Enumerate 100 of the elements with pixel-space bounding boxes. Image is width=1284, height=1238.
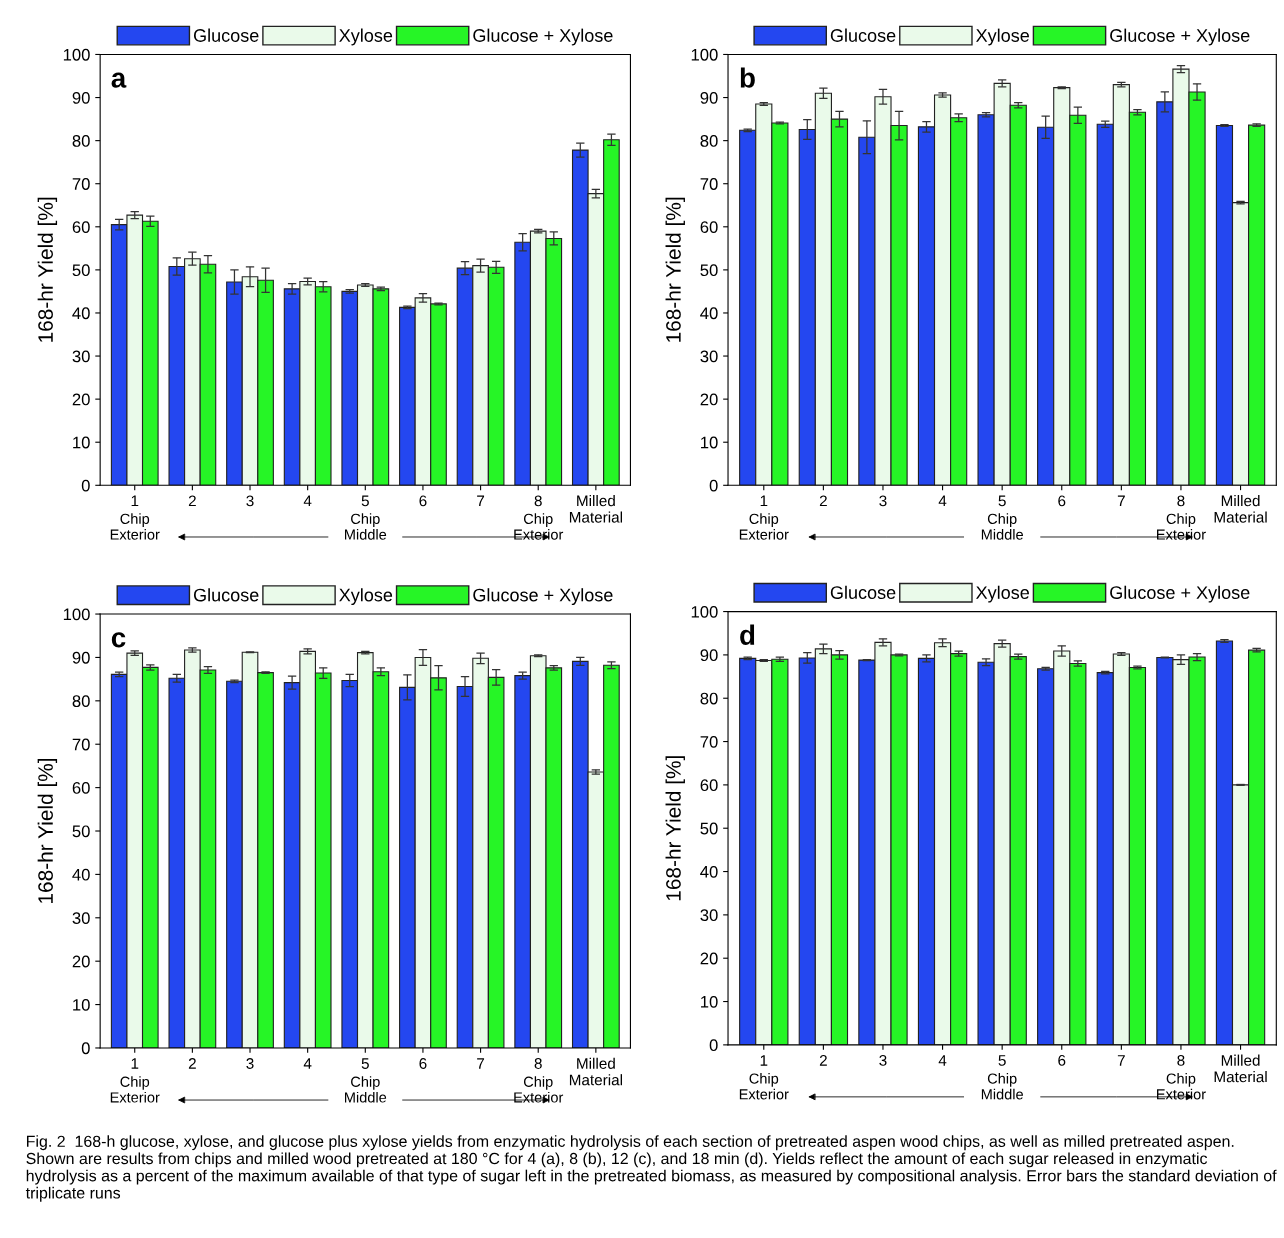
- y-tick-label: 40: [700, 307, 718, 320]
- y-tick-label: 20: [700, 952, 718, 965]
- x-tick-label: 7: [477, 1058, 485, 1069]
- legend-label: Glucose + Xylose: [1110, 28, 1250, 46]
- caption: Fig. 2 168-h glucose, xylose, and glucose plus xylose yields from enzymatic hydrolysis of each section of pretreated aspen wood chips, as well as milled pretreated aspen. Shown are results from chips and milled wood pretreated at 180 °C for 4 (a), 8 (b), 12 (c), and 18 min (d). Yields reflect the amount of each sugar released in enzymatic hydrolysis as a percent of the maximum available of that type of sugar left in the pretreated biomass, as measured by compositional analysis. Error bars the standard deviation of triplicate runs: [25, 1135, 1277, 1202]
- x-tick-label: 4: [938, 1055, 947, 1066]
- legend-label: Glucose + Xylose: [473, 588, 613, 606]
- text: Chip Exterior: [514, 513, 564, 540]
- y-tick-label: 40: [72, 307, 90, 320]
- x-tick-label: 3: [879, 495, 887, 507]
- x-tick-label: 8: [1177, 495, 1185, 507]
- x-tick-label: Milled Material: [1214, 495, 1267, 523]
- chart-title: a: [111, 72, 127, 88]
- x-tick-label: 8: [534, 1058, 542, 1069]
- text: Chip Exterior: [739, 1073, 789, 1100]
- x-tick-label: 2: [188, 1058, 196, 1069]
- y-tick-label: 60: [72, 782, 90, 794]
- x-tick-label: 1: [131, 495, 139, 507]
- x-tick-label: 2: [819, 495, 827, 507]
- legend-label: Glucose: [830, 28, 896, 42]
- y-tick-label: 30: [700, 350, 718, 363]
- text: Chip Exterior: [1157, 1073, 1206, 1100]
- text: Chip Middle: [345, 513, 387, 540]
- x-tick-label: 5: [361, 1058, 369, 1069]
- y-tick-label: 80: [700, 692, 718, 705]
- x-tick-label: 6: [1058, 495, 1066, 507]
- x-tick-label: 4: [303, 495, 312, 507]
- y-tick-label: 50: [72, 264, 90, 277]
- y-tick-label: 70: [700, 178, 718, 190]
- text: Chip Exterior: [514, 1076, 564, 1103]
- y-tick-label: 20: [72, 393, 90, 406]
- x-tick-label: Milled Material: [569, 1057, 623, 1086]
- legend-label: Glucose + Xylose: [1110, 585, 1250, 603]
- x-tick-label: 4: [938, 495, 947, 507]
- y-tick-label: 60: [700, 221, 718, 233]
- x-tick-label: 3: [246, 1058, 254, 1069]
- y-tick-label: 10: [701, 436, 718, 449]
- x-tick-label: 6: [1058, 1055, 1066, 1066]
- text: Chip Middle: [981, 513, 1023, 540]
- text: Chip Exterior: [110, 1076, 160, 1103]
- legend-label: Glucose + Xylose: [473, 28, 613, 46]
- x-tick-label: 2: [188, 495, 196, 507]
- y-tick-label: 60: [700, 779, 718, 792]
- y-tick-label: 40: [72, 868, 90, 881]
- y-tick-label: 50: [700, 822, 718, 835]
- x-tick-label: 5: [361, 495, 369, 507]
- text: Chip Middle: [981, 1073, 1023, 1100]
- y-tick-label: 90: [700, 649, 718, 662]
- x-tick-label: 7: [477, 495, 485, 507]
- y-tick-label: 20: [700, 393, 718, 406]
- y-tick-label: 40: [700, 865, 718, 878]
- y-tick-label: 0: [81, 1042, 90, 1055]
- y-tick-label: 20: [72, 955, 90, 968]
- y-tick-label: 70: [700, 735, 718, 748]
- y-tick-label: 0: [709, 479, 718, 492]
- legend-label: Xylose: [976, 28, 1029, 46]
- x-tick-label: 1: [760, 1055, 768, 1066]
- y-tick-label: 10: [73, 998, 90, 1011]
- y-tick-label: 90: [72, 91, 90, 104]
- legend-label: Glucose: [830, 585, 896, 599]
- text: Chip Exterior: [739, 513, 789, 540]
- y-axis-title: 168-hr Yield [%]: [37, 758, 58, 903]
- y-tick-label: 80: [72, 695, 90, 708]
- y-axis-title: 168-hr Yield [%]: [665, 756, 685, 901]
- x-tick-label: 5: [998, 1055, 1006, 1066]
- y-axis-title: 168-hr Yield [%]: [37, 197, 58, 342]
- x-tick-label: 2: [819, 1055, 827, 1066]
- y-tick-label: 90: [700, 91, 718, 104]
- x-tick-label: 6: [419, 1058, 427, 1069]
- legend-label: Xylose: [339, 588, 393, 606]
- x-tick-label: 3: [246, 495, 254, 507]
- chart-title: d: [740, 624, 755, 645]
- x-tick-label: 5: [998, 495, 1006, 507]
- y-tick-label: 100: [63, 48, 90, 61]
- y-tick-label: 30: [700, 909, 718, 922]
- x-tick-label: 3: [879, 1055, 887, 1066]
- x-tick-label: Milled Material: [569, 495, 623, 523]
- y-tick-label: 70: [72, 738, 90, 751]
- legend-label: Glucose: [193, 588, 259, 602]
- text: Chip Exterior: [110, 513, 160, 540]
- y-tick-label: 10: [73, 436, 90, 449]
- x-tick-label: Milled Material: [1214, 1054, 1267, 1083]
- x-tick-label: 4: [303, 1058, 312, 1069]
- chart-title: b: [740, 67, 755, 88]
- y-tick-label: 10: [701, 995, 718, 1008]
- x-tick-label: 1: [760, 495, 768, 507]
- y-tick-label: 0: [81, 479, 90, 492]
- y-tick-label: 50: [72, 825, 90, 838]
- y-tick-label: 100: [63, 608, 90, 621]
- y-tick-label: 70: [72, 178, 90, 190]
- y-tick-label: 30: [72, 350, 90, 363]
- x-tick-label: 8: [534, 495, 542, 507]
- legend-label: Xylose: [339, 28, 393, 46]
- chart-title: c: [111, 632, 126, 648]
- y-tick-label: 30: [72, 912, 90, 924]
- text: Chip Middle: [345, 1076, 387, 1103]
- y-tick-label: 50: [700, 264, 718, 277]
- x-tick-label: 8: [1177, 1055, 1185, 1066]
- legend-label: Xylose: [976, 585, 1029, 603]
- x-tick-label: 6: [419, 495, 427, 507]
